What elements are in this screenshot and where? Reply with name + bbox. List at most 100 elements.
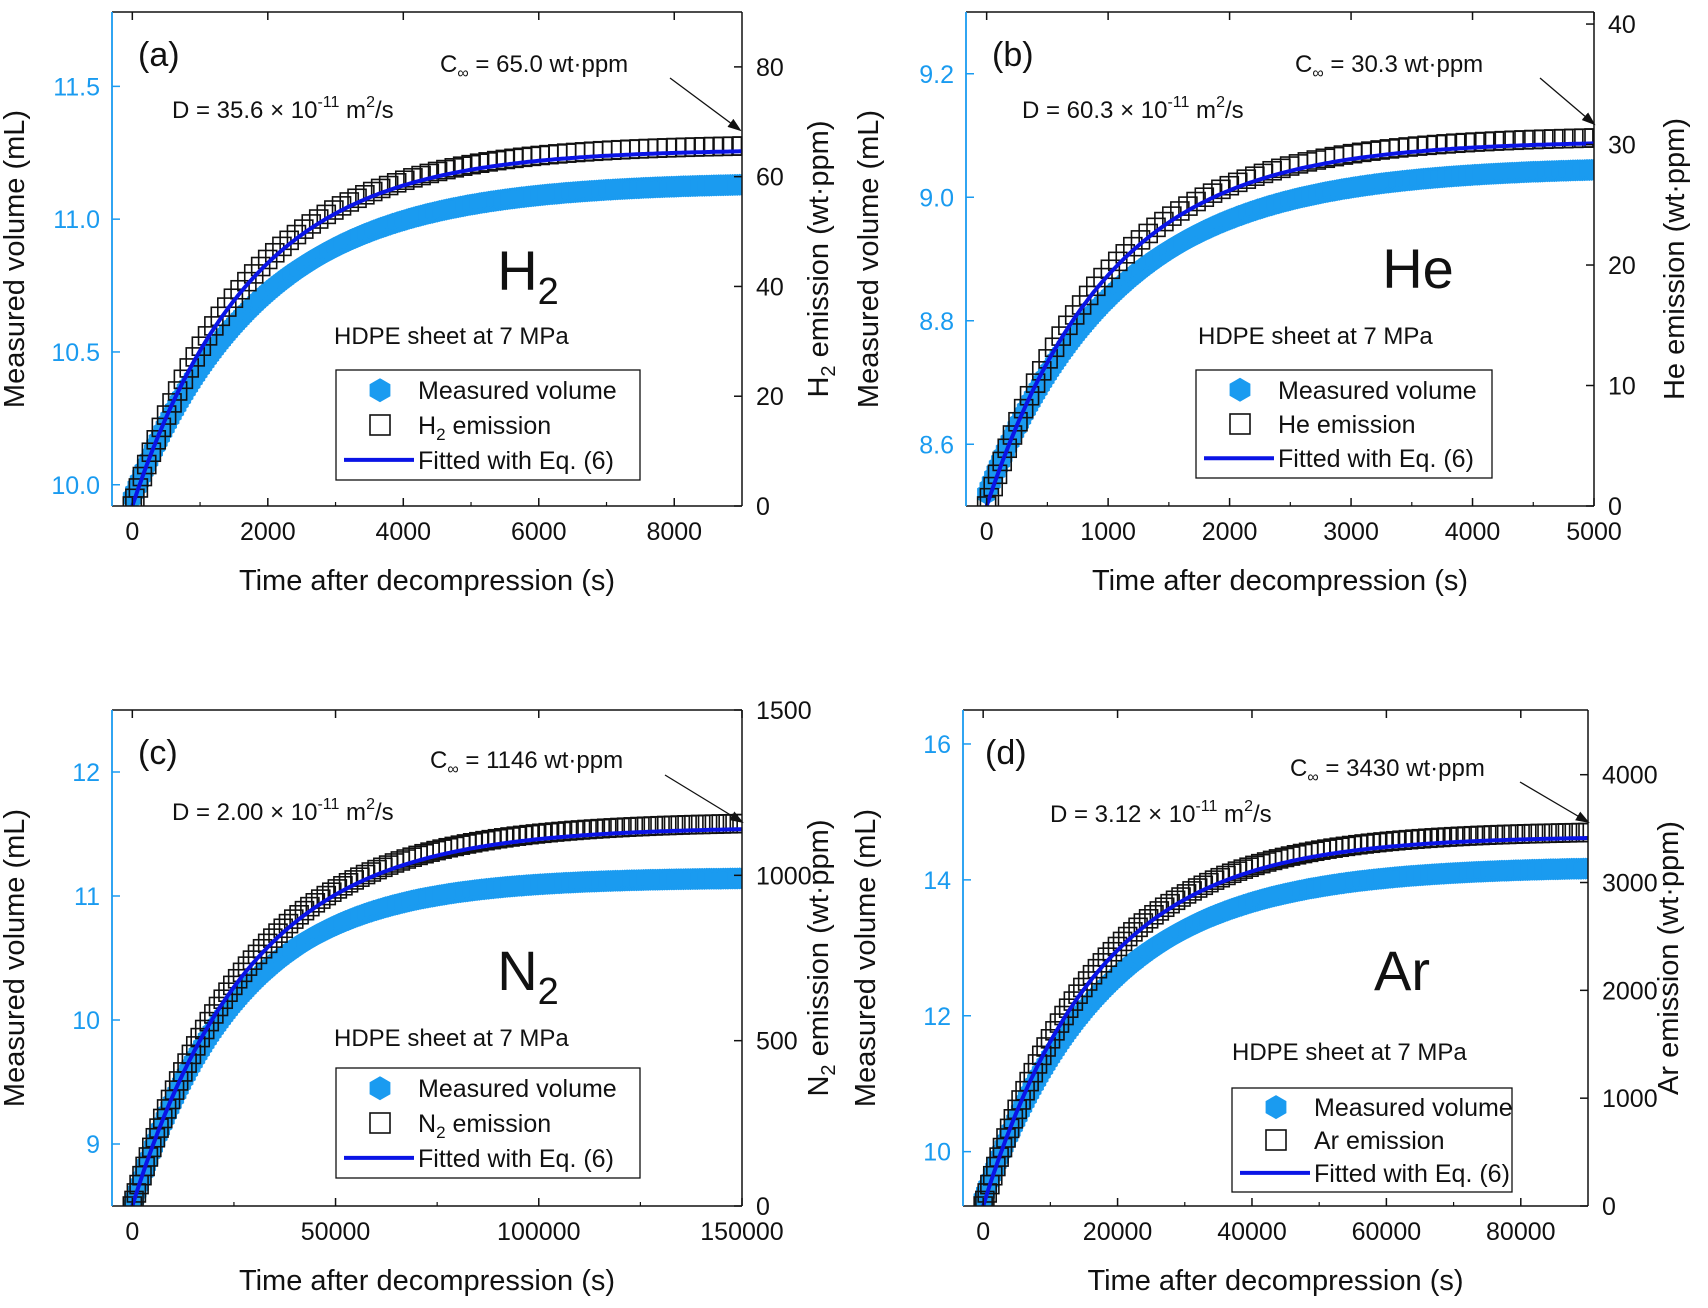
emission-point (185, 347, 206, 367)
emission-point (1578, 822, 1588, 843)
x-tick-label: 80000 (1486, 1218, 1556, 1246)
emission-point (487, 828, 508, 849)
c-infinity-annotation: C∞ = 65.0 wt·ppm (440, 51, 628, 82)
emission-point (1008, 411, 1028, 432)
legend-emission-label: N2 emission (418, 1110, 551, 1142)
x-tick-label: 0 (125, 1218, 139, 1246)
diffusion-coefficient-annotation: D = 3.12 × 10-11 m2/s (1050, 798, 1272, 828)
x-tick-label: 20000 (1083, 1218, 1153, 1246)
emission-point (1025, 373, 1046, 393)
emission-point (1102, 941, 1123, 962)
series-emission (976, 128, 1594, 506)
emission-point (156, 405, 177, 425)
legend-fit-label: Fitted with Eq. (6) (418, 1145, 614, 1173)
y-right-tick-label: 1000 (756, 862, 812, 890)
emission-point (983, 476, 1003, 497)
legend: Measured volume N2 emission Fitted with Eq… (335, 1067, 641, 1179)
chart-panel-a: 0 2000 4000 6000 8000 10.0 10.5 11.0 11.5 0 20 40 60… (0, 11, 840, 597)
x-tick-label: 5000 (1566, 518, 1622, 546)
x-tick-label: 6000 (511, 518, 567, 546)
emission-point (1051, 326, 1071, 346)
x-tick-label: 0 (125, 518, 139, 546)
x-tick-label: 60000 (1352, 1218, 1422, 1246)
y-right-tick-label: 60 (756, 164, 784, 192)
emission-point (500, 827, 520, 847)
panel-label: (b) (992, 36, 1034, 74)
x-tick-label: 4000 (375, 518, 431, 546)
emission-point (1082, 964, 1103, 985)
condition-label: HDPE sheet at 7 MPa (334, 323, 569, 350)
condition-label: HDPE sheet at 7 MPa (334, 1025, 569, 1052)
chart-panel-c: 0 50000 100000 150000 9 10 11 12 0 500 1000 1500 Tim… (0, 697, 840, 1297)
y-left-tick-label: 11.5 (53, 73, 100, 101)
emission-point (997, 438, 1018, 459)
emission-point (1031, 361, 1052, 381)
emission-point (1524, 129, 1544, 150)
emission-point (1504, 130, 1524, 151)
diffusion-coefficient-annotation: D = 2.00 × 10-11 m2/s (172, 796, 394, 826)
emission-point (1044, 337, 1065, 358)
emission-point (243, 264, 264, 284)
emission-point (975, 1190, 995, 1206)
emission-point (272, 236, 292, 257)
y-right-tick-label: 1000 (1602, 1085, 1658, 1113)
series-fit-line (984, 141, 1594, 506)
emission-point (237, 956, 258, 976)
emission-point (125, 488, 145, 506)
emission-point (1543, 129, 1564, 149)
emission-point (987, 464, 1008, 485)
emission-point (162, 393, 182, 413)
emission-point (250, 256, 271, 277)
gas-label: N2 (497, 939, 559, 1013)
emission-point (128, 478, 149, 498)
y-left-tick-label: 10.0 (51, 472, 100, 500)
x-tick-label: 0 (976, 1218, 990, 1246)
x-tick-label: 8000 (646, 518, 702, 546)
emission-point (732, 813, 742, 834)
emission-point (1002, 425, 1023, 445)
emission-point (973, 1196, 993, 1206)
x-tick-label: 0 (980, 518, 994, 546)
y-left-axis-title: Measured volume (mL) (0, 110, 31, 408)
legend-emission-label: H2 emission (418, 412, 551, 444)
y-right-tick-label: 40 (1608, 11, 1636, 39)
gas-label: Ar (1374, 939, 1430, 1002)
emission-point (252, 938, 273, 959)
y-right-tick-label: 3000 (1602, 870, 1658, 898)
x-axis-title: Time after decompression (s) (1087, 1265, 1463, 1297)
y-left-tick-label: 10 (923, 1139, 951, 1167)
series-emission (122, 136, 742, 506)
y-left-tick-label: 9.2 (919, 61, 954, 89)
emission-point (232, 962, 253, 983)
c-infinity-annotation: C∞ = 3430 wt·ppm (1290, 755, 1485, 786)
legend-volume-marker (369, 1076, 391, 1101)
volume-point (732, 173, 742, 196)
y-right-tick-label: 500 (756, 1028, 798, 1056)
c-infinity-annotation: C∞ = 30.3 wt·ppm (1295, 51, 1483, 82)
x-axis-title: Time after decompression (s) (239, 565, 615, 597)
emission-point (1100, 259, 1121, 280)
legend-fit-label: Fitted with Eq. (6) (418, 447, 614, 475)
panel-label: (c) (138, 734, 178, 772)
legend: Measured volume He emission Fitted with Eq… (1195, 369, 1493, 479)
plot-area (122, 136, 742, 506)
series-fit-line (981, 836, 1588, 1206)
series-emission (122, 813, 742, 1206)
x-axis-title: Time after decompression (s) (239, 1265, 615, 1297)
y-left-tick-label: 8.8 (919, 308, 954, 336)
x-tick-label: 1000 (1080, 518, 1136, 546)
emission-point (257, 249, 278, 270)
x-tick-label: 3000 (1323, 518, 1379, 546)
gas-label: H2 (497, 239, 559, 313)
condition-label: HDPE sheet at 7 MPa (1198, 323, 1433, 350)
x-axis-title: Time after decompression (s) (1092, 565, 1468, 597)
x-tick-label: 2000 (1202, 518, 1258, 546)
emission-point (247, 944, 268, 965)
legend-volume-label: Measured volume (1314, 1094, 1513, 1122)
y-right-tick-label: 2000 (1602, 977, 1658, 1005)
y-left-tick-label: 12 (923, 1003, 951, 1031)
emission-point (1092, 953, 1113, 973)
plot-area (976, 128, 1594, 506)
chart-panel-d: 0 20000 40000 60000 80000 10 12 14 16 0 1000 2000 30… (850, 709, 1685, 1297)
x-tick-label: 150000 (700, 1218, 783, 1246)
